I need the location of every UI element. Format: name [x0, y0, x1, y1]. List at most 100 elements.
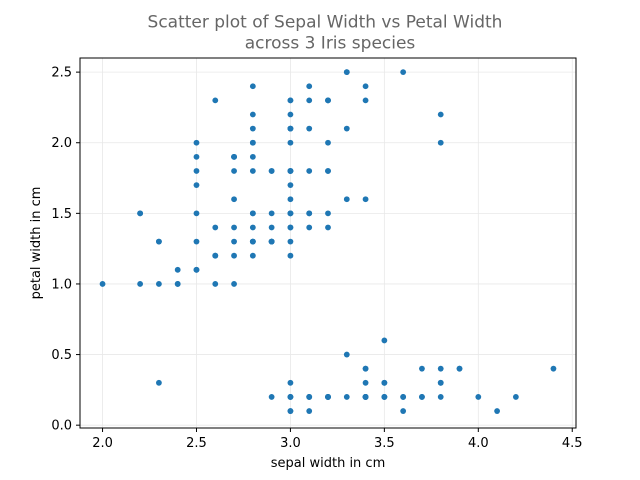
- data-point: [306, 125, 313, 132]
- x-tick-label: 4.5: [562, 436, 583, 451]
- data-point: [193, 182, 200, 188]
- data-point: [287, 408, 294, 414]
- data-point: [325, 97, 331, 104]
- data-point: [174, 281, 181, 287]
- data-point: [306, 394, 313, 400]
- data-point: [193, 168, 200, 174]
- data-point: [381, 394, 388, 400]
- data-point: [249, 252, 256, 259]
- data-point: [550, 365, 557, 372]
- data-point: [268, 394, 275, 400]
- y-tick-label: 2.5: [51, 66, 72, 81]
- data-point: [174, 266, 181, 273]
- data-point: [287, 196, 294, 203]
- data-point: [325, 168, 331, 174]
- data-point: [193, 139, 200, 146]
- data-point: [437, 139, 444, 146]
- data-point: [437, 111, 444, 118]
- x-tick-label: 3.5: [374, 436, 395, 451]
- data-point: [156, 238, 162, 245]
- data-point: [193, 266, 200, 273]
- y-tick-label: 1.0: [51, 277, 72, 292]
- data-point: [343, 351, 350, 358]
- data-point: [193, 153, 200, 160]
- y-axis-label: petal width in cm: [29, 187, 44, 300]
- data-point: [437, 394, 444, 400]
- x-tick-label: 3.0: [280, 436, 301, 451]
- data-point: [362, 97, 369, 104]
- data-point: [231, 196, 237, 203]
- data-point: [306, 168, 313, 174]
- y-tick-label: 2.0: [51, 136, 72, 151]
- data-point: [137, 281, 144, 287]
- data-point: [156, 281, 162, 287]
- plot-frame: [79, 57, 577, 429]
- data-point: [249, 125, 256, 132]
- data-point: [268, 238, 275, 245]
- data-point: [437, 365, 444, 372]
- data-point: [325, 139, 331, 146]
- data-point: [193, 238, 200, 245]
- data-point: [268, 168, 275, 174]
- data-point: [287, 224, 294, 231]
- data-point: [249, 111, 256, 118]
- data-point: [193, 210, 200, 217]
- data-point: [287, 168, 294, 174]
- data-point: [325, 210, 331, 217]
- data-point: [306, 224, 313, 231]
- data-point: [419, 394, 425, 400]
- data-point: [400, 69, 407, 76]
- data-point: [249, 224, 256, 231]
- data-point: [231, 281, 237, 287]
- data-point: [343, 125, 350, 132]
- data-point: [212, 252, 219, 259]
- data-point: [287, 252, 294, 259]
- y-tick-label: 0.5: [51, 348, 72, 363]
- data-point: [494, 408, 500, 414]
- data-point: [249, 238, 256, 245]
- data-point: [343, 196, 350, 203]
- data-point: [381, 337, 388, 344]
- y-axis-ticks: 0.0 0.5 1.0 1.5 2.0 2.5: [51, 66, 80, 434]
- data-point: [231, 252, 237, 259]
- data-point: [325, 394, 331, 400]
- data-point: [475, 394, 482, 400]
- data-point: [249, 139, 256, 146]
- data-point: [362, 196, 369, 203]
- data-point: [287, 182, 294, 188]
- data-point: [287, 125, 294, 132]
- data-point: [325, 224, 331, 231]
- data-point: [268, 224, 275, 231]
- x-axis-label: sepal width in cm: [271, 456, 386, 471]
- x-tick-label: 2.0: [92, 436, 113, 451]
- data-point: [306, 83, 313, 90]
- data-point: [212, 281, 219, 287]
- data-point: [362, 83, 369, 90]
- data-point: [362, 379, 369, 386]
- chart-title-line-2: across 3 Iris species: [245, 34, 416, 54]
- y-tick-label: 1.5: [51, 207, 72, 222]
- y-tick-label: 0.0: [51, 419, 72, 434]
- data-point: [231, 238, 237, 245]
- data-point: [287, 210, 294, 217]
- data-point: [249, 153, 256, 160]
- data-point: [156, 379, 162, 386]
- x-axis-ticks: 2.0 2.5 3.0 3.5 4.0 4.5: [92, 428, 583, 451]
- data-point: [287, 394, 294, 400]
- chart-title-line-1: Scatter plot of Sepal Width vs Petal Wid…: [148, 13, 503, 33]
- x-tick-label: 2.5: [186, 436, 207, 451]
- data-point: [212, 97, 219, 104]
- data-point: [343, 69, 350, 76]
- data-point: [249, 168, 256, 174]
- data-point: [212, 224, 219, 231]
- data-point: [99, 281, 106, 287]
- data-point: [287, 97, 294, 104]
- data-point: [249, 210, 256, 217]
- data-point: [419, 365, 425, 372]
- data-point: [306, 97, 313, 104]
- data-point: [287, 111, 294, 118]
- data-point: [456, 365, 463, 372]
- data-point: [343, 394, 350, 400]
